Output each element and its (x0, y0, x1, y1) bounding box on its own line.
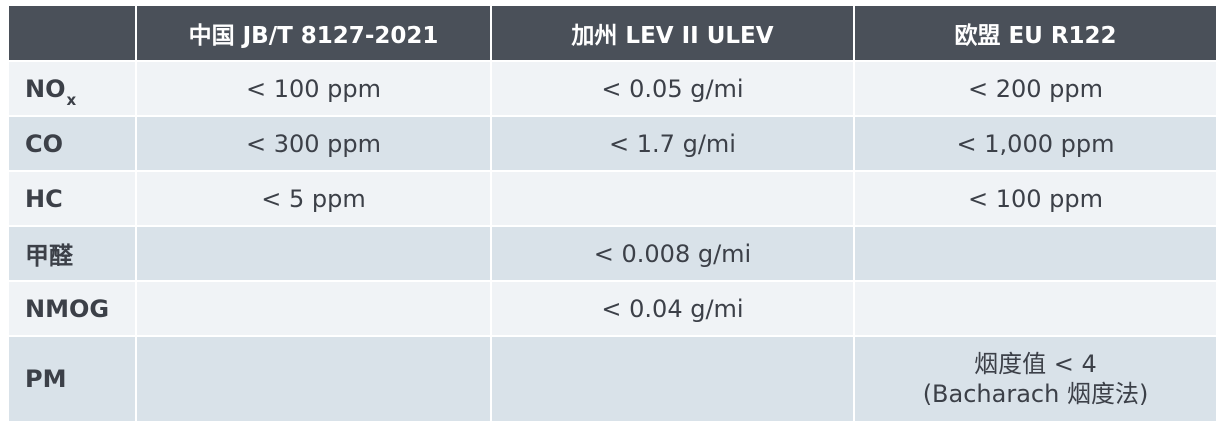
table-cell: < 100 ppm (853, 170, 1218, 227)
header-china: 中国 JB/T 8127-2021 (135, 4, 492, 62)
table-cell (490, 335, 855, 423)
table-row-pm: PM 烟度值 < 4 (Bacharach 烟度法) (7, 335, 1218, 423)
header-corner (7, 4, 137, 62)
pm-method-line: (Bacharach 烟度法) (922, 380, 1149, 408)
row-label-nmog: NMOG (7, 280, 137, 337)
header-eu: 欧盟 EU R122 (853, 4, 1218, 62)
table-cell (135, 225, 492, 282)
table-cell: < 1.7 g/mi (490, 115, 855, 172)
table-cell (135, 335, 492, 423)
table-row-formaldehyde: 甲醛 < 0.008 g/mi (7, 225, 1218, 282)
table-row-nox: NOx < 100 ppm < 0.05 g/mi < 200 ppm (7, 60, 1218, 117)
table-cell: < 1,000 ppm (853, 115, 1218, 172)
row-label-pm: PM (7, 335, 137, 423)
table-row-hc: HC < 5 ppm < 100 ppm (7, 170, 1218, 227)
pm-limit-line: 烟度值 < 4 (974, 350, 1097, 378)
emissions-standards-table: 中国 JB/T 8127-2021 加州 LEV II ULEV 欧盟 EU R… (7, 4, 1218, 423)
table-cell: < 0.04 g/mi (490, 280, 855, 337)
table-cell: < 100 ppm (135, 60, 492, 117)
table-cell (135, 280, 492, 337)
table-cell-pm-eu: 烟度值 < 4 (Bacharach 烟度法) (853, 335, 1218, 423)
row-label-hc: HC (7, 170, 137, 227)
table-cell (490, 170, 855, 227)
row-label-subscript: x (66, 90, 77, 109)
row-label-formaldehyde: 甲醛 (7, 225, 137, 282)
table-row-co: CO < 300 ppm < 1.7 g/mi < 1,000 ppm (7, 115, 1218, 172)
header-california: 加州 LEV II ULEV (490, 4, 855, 62)
row-label-nox: NOx (7, 60, 137, 117)
table-row-nmog: NMOG < 0.04 g/mi (7, 280, 1218, 337)
table-cell (853, 280, 1218, 337)
table-cell: < 300 ppm (135, 115, 492, 172)
table-cell: < 200 ppm (853, 60, 1218, 117)
emissions-table-container: 中国 JB/T 8127-2021 加州 LEV II ULEV 欧盟 EU R… (7, 4, 1218, 423)
row-label-text: NO (25, 74, 66, 103)
header-row: 中国 JB/T 8127-2021 加州 LEV II ULEV 欧盟 EU R… (7, 4, 1218, 62)
row-label-co: CO (7, 115, 137, 172)
table-cell: < 0.05 g/mi (490, 60, 855, 117)
table-cell: < 5 ppm (135, 170, 492, 227)
table-cell: < 0.008 g/mi (490, 225, 855, 282)
table-cell (853, 225, 1218, 282)
